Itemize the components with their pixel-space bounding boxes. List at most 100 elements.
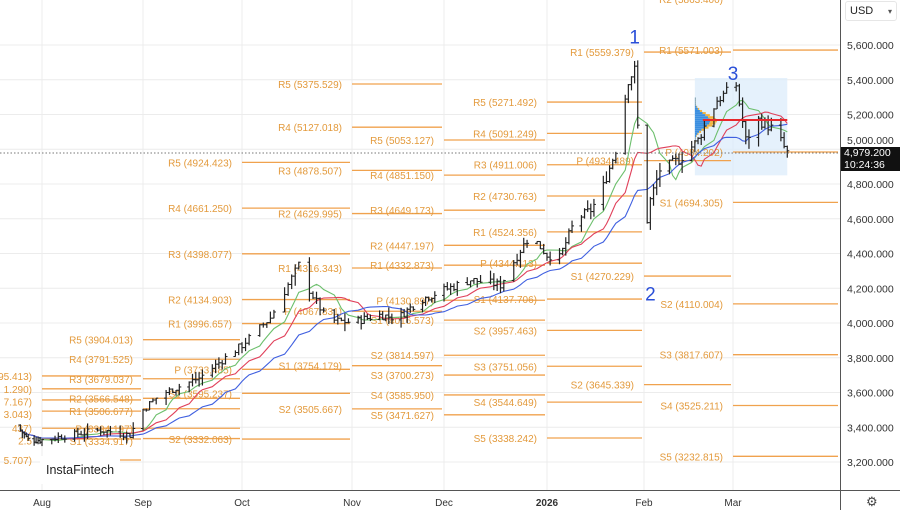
- current-price-value: 4,979.200: [844, 147, 891, 159]
- gear-icon[interactable]: ⚙: [866, 494, 878, 509]
- pivot-label: R5 (4924.423): [168, 158, 232, 169]
- chevron-down-icon: ▾: [887, 6, 892, 16]
- price-tick-label: 5,400.000: [847, 75, 894, 87]
- pivot-label: R3 (4911.006): [474, 161, 537, 172]
- profile-bar-up: [694, 97, 696, 100]
- profile-bar-up: [694, 103, 696, 106]
- pivot-label: S3 (3817.607): [660, 351, 723, 362]
- profile-bar-up: [694, 107, 698, 110]
- wave-label: 3: [728, 64, 739, 85]
- pivot-label: 95.413): [0, 372, 32, 383]
- profile-bar-up: [694, 126, 705, 129]
- time-tick-label: 2026: [536, 498, 559, 509]
- profile-bar-down: [701, 128, 705, 131]
- price-tick-label: 5,000.000: [847, 135, 894, 147]
- profile-bar-up: [694, 99, 696, 102]
- pivot-label: R4 (4851.150): [370, 171, 434, 182]
- time-tick-label: Sep: [134, 498, 152, 509]
- profile-bar-down: [697, 132, 699, 135]
- pivot-label: R5 (5271.492): [473, 98, 537, 109]
- pivot-label: R2 (4134.903): [168, 296, 232, 307]
- pivot-label: R2 (4629.995): [278, 210, 342, 221]
- profile-bar-up: [694, 120, 711, 123]
- pivot-label: S1 (4137.706): [474, 295, 537, 306]
- time-tick-label: Mar: [724, 498, 742, 509]
- price-tick-label: 4,200.000: [847, 283, 894, 295]
- pivot-label: S2 (4110.004): [660, 300, 723, 311]
- pivot-label: R5 (5053.127): [370, 136, 434, 147]
- currency-label: USD: [850, 5, 874, 17]
- currency-selector[interactable]: USD ▾: [845, 1, 897, 21]
- price-tick-label: 4,600.000: [847, 214, 894, 226]
- pivot-label: 3.043): [4, 410, 32, 421]
- price-tick-label: 3,200.000: [847, 457, 894, 469]
- pivot-label: S3 (3700.273): [371, 371, 434, 382]
- pivot-label: 5.707): [4, 456, 32, 467]
- pivot-label: S2 (3332.063): [169, 435, 232, 446]
- profile-bar-down: [699, 109, 703, 112]
- pivot-label: R2 (3566.548): [69, 394, 133, 405]
- wave-label: 2: [645, 285, 656, 306]
- profile-bar-down: [707, 124, 713, 127]
- wave-labels: 1 2 3: [629, 28, 738, 306]
- time-tick-label: Feb: [635, 498, 653, 509]
- time-tick-label: Oct: [234, 498, 250, 509]
- profile-bar-up: [694, 116, 708, 119]
- profile-bar-down: [707, 116, 714, 119]
- pivot-label: R3 (4649.173): [370, 206, 434, 217]
- pivot-label: S1 (3334.917): [70, 437, 133, 448]
- pivot-label: S2 (3814.597): [371, 351, 434, 362]
- pivot-label: S3 (3751.056): [474, 362, 537, 373]
- pivot-label: R2 (4730.763): [473, 192, 537, 203]
- profile-bar-up: [694, 132, 698, 135]
- pivot-label: R3 (3679.037): [69, 375, 133, 386]
- pivot-label: R3 (4878.507): [278, 166, 342, 177]
- pivot-label: P (4344.113): [480, 259, 537, 270]
- pivot-label: S5 (3232.815): [660, 452, 723, 463]
- price-tick-label: 4,400.000: [847, 249, 894, 261]
- profile-bar-up: [694, 128, 702, 131]
- pivot-label: R1 (5559.379): [570, 48, 634, 59]
- pivot-label: S4 (3544.649): [474, 398, 537, 409]
- profile-bar-up: [694, 114, 706, 117]
- pivot-label: R2 (4447.197): [370, 241, 434, 252]
- price-tick-label: 4,000.000: [847, 318, 894, 330]
- pivot-label: P (3394.197): [75, 424, 133, 435]
- time-tick-label: Aug: [33, 498, 51, 509]
- pivot-label: R5 (3904.013): [69, 336, 133, 347]
- pivot-label: R1 (3506.677): [69, 407, 133, 418]
- pivot-label: R2 (5863.400): [659, 0, 723, 6]
- profile-bar-down: [697, 107, 700, 110]
- watermark-text: InstaFintech: [46, 463, 115, 477]
- profile-bar-down: [702, 112, 706, 115]
- bar-countdown: 10:24:36: [844, 159, 885, 171]
- profile-bar-up: [694, 109, 700, 112]
- ma-mid-line: [20, 111, 788, 440]
- profile-bar-down: [704, 126, 709, 129]
- pivot-label: S1 (4016.573): [371, 316, 434, 327]
- pivot-label: R1 (3996.657): [168, 320, 232, 331]
- time-tick-label: Nov: [343, 498, 361, 509]
- pivot-label: 1.290): [4, 385, 32, 396]
- profile-bar-up: [694, 124, 708, 127]
- watermark-logo: InstaFintech: [40, 456, 120, 484]
- profile-bar-up: [694, 101, 696, 104]
- pivot-label: S1 (4694.305): [660, 198, 723, 209]
- pivot-label: 2.5: [18, 437, 32, 448]
- pivot-label: S4 (3525.211): [660, 401, 723, 412]
- wave-label: 1: [629, 28, 640, 49]
- time-axis[interactable]: Aug Sep Oct Nov Dec 2026 Feb Mar: [33, 498, 742, 509]
- pivot-label: S1 (3754.179): [279, 362, 342, 373]
- profile-bar-up: [694, 122, 710, 125]
- pivot-label: R4 (5091.249): [473, 129, 537, 140]
- profile-bar-down: [709, 122, 716, 125]
- price-tick-label: 3,600.000: [847, 388, 894, 400]
- profile-bar-up: [694, 112, 703, 115]
- pivot-label: P (4934.489): [576, 157, 634, 168]
- price-axis[interactable]: 5,600.000 5,400.000 5,200.000 5,000.000 4,80…: [847, 40, 894, 469]
- pivot-label: S5 (3338.242): [474, 434, 537, 445]
- price-tick-label: 5,200.000: [847, 110, 894, 122]
- price-tick-label: 4,800.000: [847, 179, 894, 191]
- profile-bar-up: [694, 118, 710, 121]
